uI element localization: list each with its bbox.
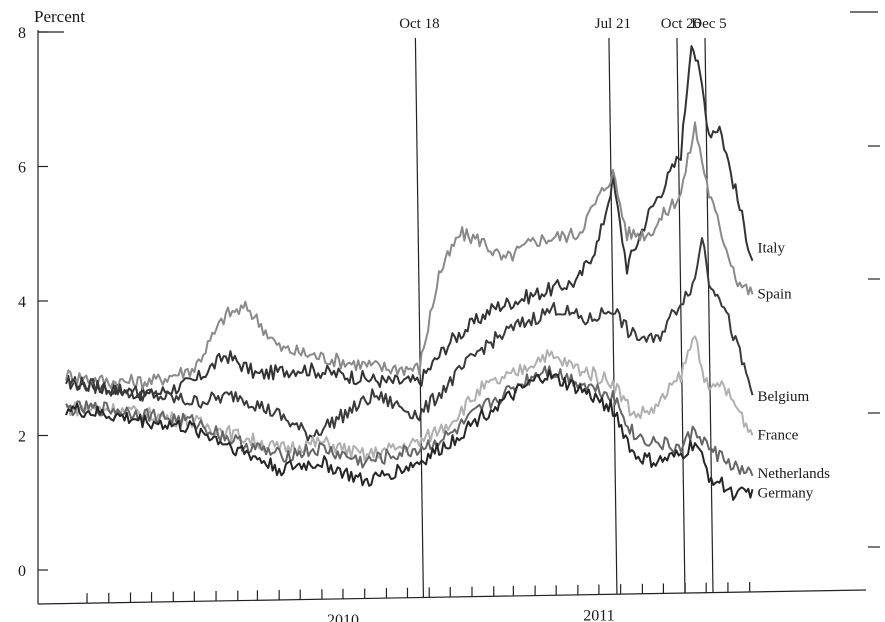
y-tick-label: 4 [18,294,26,311]
series-line-germany [65,369,754,501]
series-lines [65,45,754,501]
event-label-dec-5: Dec 5 [691,16,726,32]
series-label-spain: Spain [757,286,792,302]
series-line-belgium [65,237,754,442]
event-line-dec-5 [704,37,714,593]
y-tick-label: 6 [18,160,26,177]
series-label-italy: Italy [757,241,785,257]
y-tick-label: 8 [18,25,26,42]
y-axis-ticks: 0 2 4 6 8 [18,25,48,580]
series-line-italy [65,45,754,402]
y-tick-label: 2 [18,429,26,446]
series-line-spain [65,121,754,390]
x-tick-label: 2011 [583,608,614,622]
series-label-belgium: Belgium [757,389,809,405]
y-tick-label: 0 [18,563,26,580]
series-label-netherlands: Netherlands [757,466,830,482]
event-label-oct-26: Oct 26 [661,16,702,32]
x-axis [37,589,867,605]
series-label-france: France [757,428,798,444]
series-label-germany: Germany [757,485,813,501]
event-line-oct-26 [676,37,686,594]
event-line-jul-21 [608,37,618,595]
series-line-france [65,335,754,462]
series-labels: Italy Spain Belgium France Netherlands German… [757,241,830,502]
event-line-oct-18 [414,37,425,598]
event-label-oct-18: Oct 18 [399,16,439,32]
x-axis-ticks: 2010 2011 [86,581,751,622]
axes-frame [37,11,878,605]
x-tick-label: 2010 [327,612,359,622]
y-axis-label: Percent [34,7,85,26]
series-line-netherlands [65,365,754,477]
event-label-jul-21: Jul 21 [595,16,631,32]
right-axis-ticks [868,145,880,548]
